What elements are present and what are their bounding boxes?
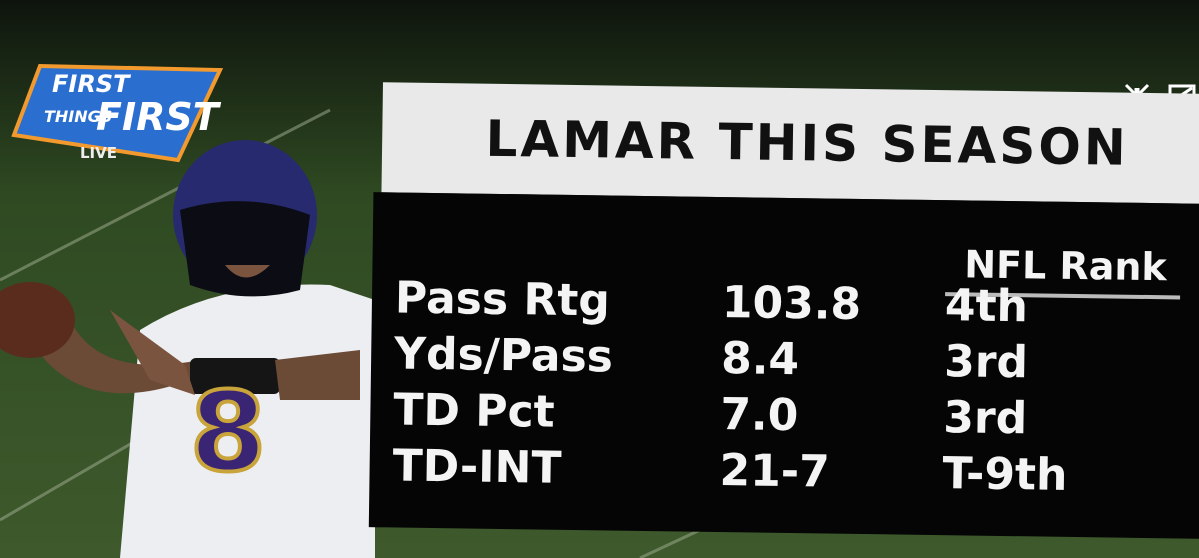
stat-label: TD Pct — [393, 384, 555, 437]
show-logo: FIRST THINGS FIRST LIVE — [11, 63, 224, 163]
stat-value: 7.0 — [720, 389, 799, 441]
header-underline — [945, 292, 1181, 300]
table-panel — [368, 192, 1199, 539]
stat-label: Yds/Pass — [393, 328, 613, 382]
stat-rows: Pass Rtg 103.8 4th Yds/Pass 8.4 3rd TD Pct 7.0 3… — [392, 272, 1067, 501]
graphic-title: LAMAR THIS SEASON — [485, 110, 1129, 177]
title-band — [381, 82, 1199, 204]
stat-rank: 3rd — [943, 392, 1028, 444]
logo-text: THINGS — [44, 107, 112, 126]
stat-rank: 4th — [945, 280, 1029, 332]
jersey-number: 8 — [190, 368, 267, 496]
player: 8 — [0, 140, 375, 558]
stats-graphic: LAMAR THIS SEASON NFL Rank Pass Rtg 103.8… — [368, 82, 1199, 539]
stat-label: TD-INT — [392, 440, 562, 493]
stat-rank: T-9th — [942, 448, 1067, 501]
stat-value: 8.4 — [721, 333, 800, 385]
stat-label: Pass Rtg — [395, 272, 611, 326]
live-label: LIVE — [80, 144, 117, 162]
stat-value: 21-7 — [719, 445, 830, 498]
stat-value: 103.8 — [722, 277, 862, 330]
stat-rank: 3rd — [944, 336, 1029, 388]
logo-text: FIRST — [96, 95, 222, 139]
rank-header: NFL Rank — [964, 242, 1168, 289]
logo-text: FIRST — [52, 70, 131, 98]
